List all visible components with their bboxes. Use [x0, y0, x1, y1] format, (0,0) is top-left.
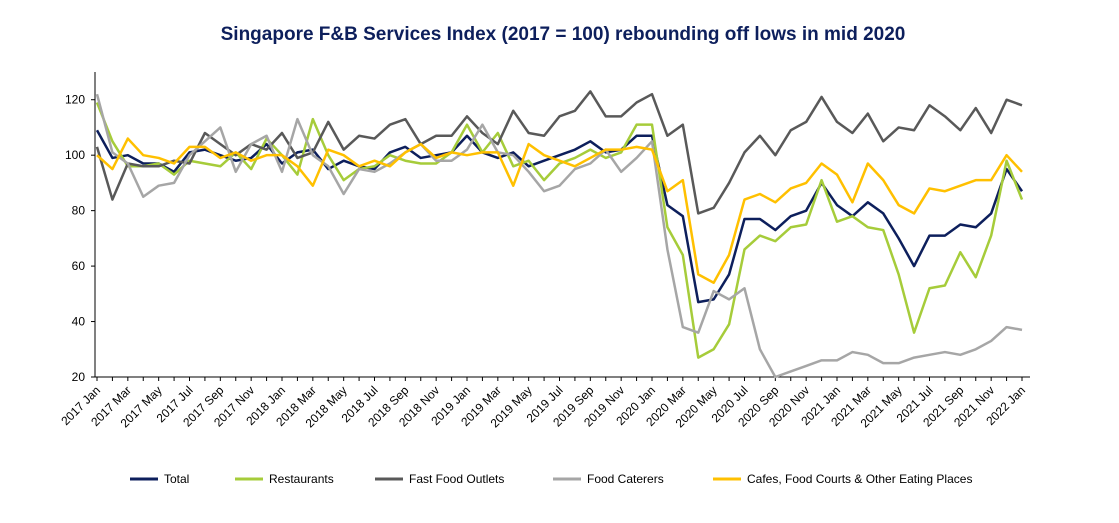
- legend-label: Cafes, Food Courts & Other Eating Places: [747, 472, 972, 486]
- series-line: [96, 137, 1023, 284]
- series-line: [95, 129, 1024, 304]
- series-line: [95, 102, 1024, 359]
- y-tick-label: 80: [72, 204, 86, 218]
- series-line: [95, 93, 1023, 379]
- legend-label: Fast Food Outlets: [409, 472, 504, 486]
- legend-label: Total: [164, 472, 189, 486]
- y-tick-label: 120: [65, 93, 85, 107]
- legend-label: Food Caterers: [587, 472, 664, 486]
- y-tick-label: 100: [65, 148, 85, 162]
- y-tick-label: 20: [72, 370, 86, 384]
- chart-title: Singapore F&B Services Index (2017 = 100…: [221, 24, 906, 45]
- y-tick-label: 40: [72, 315, 86, 329]
- y-tick-label: 60: [72, 259, 86, 273]
- legend-label: Restaurants: [269, 472, 334, 486]
